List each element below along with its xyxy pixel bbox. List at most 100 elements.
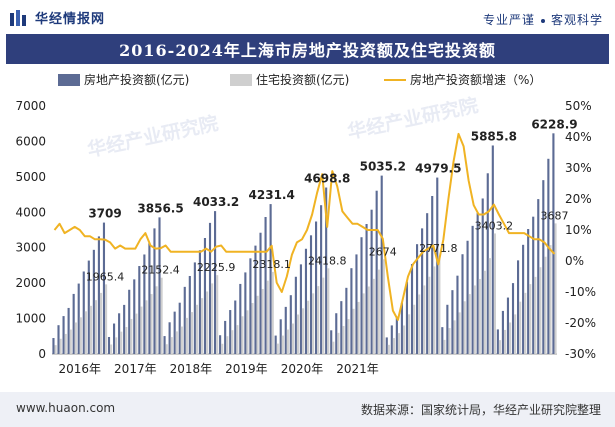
y-right-tick-label: 10%: [565, 223, 592, 237]
data-label-residential: 2418.8: [308, 254, 347, 267]
bar-real-estate: [138, 266, 141, 354]
bar-real-estate: [193, 262, 196, 354]
bar-residential: [281, 335, 284, 354]
bar-real-estate: [446, 304, 449, 354]
bar-residential: [352, 308, 355, 354]
bar-real-estate: [299, 264, 302, 354]
bar-residential: [554, 223, 557, 354]
bar-residential: [402, 325, 406, 354]
data-label-real-estate: 6228.9: [531, 117, 577, 131]
bar-residential: [190, 312, 193, 354]
bar-residential: [226, 336, 229, 354]
bar-real-estate: [67, 307, 70, 354]
bar-residential: [534, 276, 537, 354]
bar-real-estate: [198, 250, 201, 354]
bar-real-estate: [486, 173, 489, 354]
bar-real-estate: [264, 216, 267, 354]
bar-real-estate: [532, 216, 535, 354]
bar-residential: [54, 345, 57, 354]
bar-residential: [317, 286, 320, 354]
bar-residential: [307, 300, 310, 354]
bar-residential: [514, 314, 517, 354]
legend-label-growth: 房地产投资额增速（%）: [410, 73, 542, 87]
bar-residential: [468, 294, 471, 354]
slogan-right: 客观科学: [550, 13, 603, 27]
bar-real-estate: [517, 260, 520, 354]
bar-real-estate: [143, 254, 146, 354]
y-right-tick-label: 40%: [565, 130, 592, 144]
bar-residential: [524, 292, 527, 354]
slogan: 专业严谨 客观科学: [483, 11, 603, 28]
bar-residential: [165, 344, 168, 354]
bar-residential: [291, 323, 294, 354]
bar-real-estate: [375, 190, 378, 354]
bar-real-estate: [294, 276, 297, 354]
footer-url: www.huaon.com: [16, 401, 116, 415]
bar-residential: [276, 343, 279, 354]
bar-real-estate: [365, 224, 368, 354]
bar-real-estate: [168, 322, 171, 354]
bar-residential: [200, 298, 204, 354]
bar-residential: [216, 275, 219, 354]
bar-residential: [312, 293, 315, 354]
bar-residential: [74, 322, 77, 354]
bar-real-estate: [542, 180, 545, 354]
y-right-tick-label: 50%: [565, 99, 592, 113]
bar-real-estate: [254, 245, 257, 354]
bar-real-estate: [289, 295, 292, 354]
bar-residential: [170, 337, 173, 354]
x-tick-label: 2019年: [225, 362, 268, 376]
bar-residential: [347, 319, 350, 354]
bar-real-estate: [390, 325, 393, 354]
bar-residential: [367, 286, 370, 354]
y-left-tick-label: 4000: [15, 205, 46, 219]
bar-residential: [256, 295, 259, 354]
bar-residential: [377, 269, 380, 354]
bar-residential: [160, 277, 163, 354]
footer-source: 数据来源：国家统计局，华经产业研究院整理: [360, 403, 601, 417]
bar-real-estate: [234, 300, 237, 354]
data-label-residential: 2771.8: [419, 242, 458, 255]
bar-residential: [498, 340, 502, 354]
bar-residential: [539, 267, 542, 354]
bar-residential: [110, 344, 113, 354]
data-label-residential: 2152.4: [141, 264, 180, 277]
bar-real-estate: [309, 235, 313, 354]
footer: www.huaon.com 数据来源：国家统计局，华经产业研究院整理: [0, 392, 615, 427]
bar-real-estate: [436, 177, 439, 354]
brand-name: 华经情报网: [35, 12, 106, 27]
bar-real-estate: [62, 316, 65, 354]
bar-real-estate: [350, 268, 353, 354]
chart-title: 2016-2024年上海市房地产投资额及住宅投资额: [119, 41, 496, 60]
data-label-real-estate: 4231.4: [249, 188, 295, 202]
bar-real-estate: [380, 175, 383, 354]
bar-residential: [488, 258, 491, 354]
bar-real-estate: [385, 337, 388, 354]
bar-residential: [236, 325, 239, 354]
bar-residential: [266, 280, 269, 354]
bar-real-estate: [360, 237, 363, 354]
bar-residential: [408, 314, 411, 354]
legend-item-growth: 房地产投资额增速（%）: [384, 71, 541, 88]
bar-residential: [382, 259, 385, 354]
bar-real-estate: [426, 213, 429, 354]
bar-residential: [478, 278, 481, 354]
bar-residential: [549, 245, 552, 354]
bar-real-estate: [82, 271, 85, 354]
bar-residential: [140, 306, 143, 354]
bar-real-estate: [471, 225, 474, 354]
bar-real-estate: [466, 240, 469, 354]
data-label-real-estate: 3856.5: [137, 201, 183, 215]
data-label-real-estate: 5035.2: [360, 160, 406, 174]
bar-real-estate: [259, 232, 262, 354]
bar-real-estate: [269, 204, 272, 354]
bar-residential: [438, 255, 441, 354]
bar-real-estate: [461, 254, 464, 354]
bar-real-estate: [400, 302, 403, 354]
bar-residential: [185, 317, 188, 354]
bar-residential: [372, 278, 375, 354]
bar-real-estate: [87, 260, 90, 354]
data-label-residential: 3403.2: [475, 219, 514, 232]
bar-residential: [529, 284, 532, 354]
bar-real-estate: [183, 286, 186, 354]
